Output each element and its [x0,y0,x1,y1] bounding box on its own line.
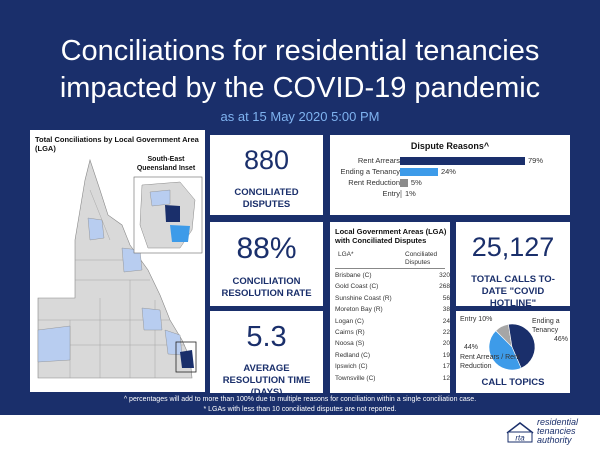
count-col-header[interactable]: Conciliated Disputes [405,251,438,266]
queensland-map[interactable] [30,130,205,392]
lga-central-region [141,307,163,331]
lga-header-divider [335,268,445,269]
dispute-reason-pct: 79% [528,156,544,165]
kpi-conciliated-card: 880 CONCILIATED DISPUTES [210,135,323,215]
call-topics-pie[interactable] [456,311,570,393]
lga-name: Noosa (S) [335,340,365,348]
lga-cairns [87,217,105,241]
table-row: Redland (C) 19 [335,352,450,363]
lga-table-title: Local Government Areas (LGA) with Concil… [335,227,447,245]
pie-label-entry: Entry 10% [460,316,493,323]
table-row: Brisbane (C) 320 [335,272,450,283]
dispute-reason-row[interactable]: Rent Arrears 79% [330,156,570,165]
lga-count: 20 [442,340,450,348]
as-at-timestamp: as at 15 May 2020 5:00 PM [220,109,380,124]
kpi-calls-card: 25,127 TOTAL CALLS TO-DATE "COVID HOTLIN… [456,222,570,309]
lga-table-card[interactable]: Local Government Areas (LGA) with Concil… [330,222,450,393]
rta-logo-icon: rta [506,422,534,443]
kpi-calls-label: TOTAL CALLS TO-DATE "COVID HOTLINE" [471,274,555,309]
lga-southeast-region [164,329,183,356]
dispute-reason-pct: 1% [405,189,416,198]
table-row: Townsville (C) 12 [335,375,450,386]
kpi-avgtime-card: 5.3 AVERAGE RESOLUTION TIME (DAYS) [210,311,323,398]
table-row: Moreton Bay (R) 38 [335,306,450,317]
call-topics-title: CALL TOPICS [481,377,545,388]
kpi-conciliated-label: CONCILIATED DISPUTES [234,187,299,210]
inset-goldcoast [170,225,190,242]
dispute-reason-row[interactable]: Rent Reduction 5% [330,178,570,187]
dispute-reasons-card[interactable]: Dispute Reasons^ Rent Arrears 79% Ending a… [330,135,570,215]
seq-marker [175,341,197,373]
dispute-reason-pct: 24% [440,167,456,176]
dashboard-panel: Conciliations for residential tenancies … [0,0,600,415]
seq-fill [180,350,194,368]
inset-moreton [149,189,171,207]
table-row: Noosa (S) 20 [335,340,450,351]
kpi-resolution-label: CONCILIATION RESOLUTION RATE [221,276,312,299]
kpi-calls-value: 25,127 [471,232,555,262]
dispute-reason-pct: 5% [410,178,422,187]
page-title-line1: Conciliations for residential tenancies [60,35,540,67]
table-row: Sunshine Coast (R) 56 [335,295,450,306]
lga-name: Moreton Bay (R) [335,306,383,314]
lga-col-header[interactable]: LGA* [338,251,354,258]
pie-label-ending: Ending a Tenancy 46% [532,318,568,343]
lga-count: 22 [442,328,450,336]
lga-count: 268 [439,283,450,291]
lga-west-region [37,325,71,363]
kpi-conciliated-value: 880 [243,145,290,175]
lga-name: Sunshine Coast (R) [335,294,392,302]
lga-name: Logan (C) [335,317,364,325]
dispute-reason-label: Ending a Tenancy [340,167,401,176]
lga-name: Brisbane (C) [335,272,372,279]
pie-label-arrears: Rent Arrears / Rent Reduction [460,354,520,370]
lga-map-card[interactable]: Total Conciliations by Local Government … [30,130,205,392]
lga-count: 38 [442,306,450,314]
lga-count: 24 [442,317,450,325]
lga-name: Redland (C) [335,351,371,359]
dispute-reason-label: Rent Arrears [357,156,400,165]
lga-table-body: Brisbane (C) 320 Gold Coast (C) 268 Sunshine… [335,272,450,386]
table-row: Cairns (R) 22 [335,329,450,340]
inset-label: South-East Queensland Inset [136,156,196,172]
lga-count: 56 [442,294,450,302]
dispute-reasons-chart[interactable]: Rent Arrears 79% Ending a Tenancy 24% Rent R… [330,156,570,213]
rta-logo-text: residential tenancies authority [537,417,579,445]
table-row: Logan (C) 24 [335,318,450,329]
lga-name: Townsville (C) [335,374,376,382]
map-title: Total Conciliations by Local Government … [35,135,199,153]
dispute-reason-bar[interactable] [400,190,402,198]
dispute-reasons-title: Dispute Reasons^ [410,141,490,151]
dispute-reason-bar[interactable] [400,179,408,187]
kpi-avgtime-value: 5.3 [246,321,287,353]
kpi-resolution-value: 88% [236,232,297,265]
footnote-1: ^ percentages will add to more than 100%… [123,396,477,403]
lga-name: Cairns (R) [335,328,365,336]
dispute-reason-label: Entry [382,189,400,198]
rta-logo-mark: rta [515,434,525,443]
table-row: Gold Coast (C) 268 [335,283,450,294]
pie-slice[interactable] [508,323,536,369]
table-row: Ipswich (C) 17 [335,363,450,374]
dispute-reason-label: Rent Reduction [348,178,400,187]
lga-count: 320 [439,272,450,279]
dispute-reason-bar[interactable] [400,157,525,165]
footnote-2: * LGAs with less than 10 conciliated dis… [203,406,397,413]
dispute-reason-bar[interactable] [400,168,438,176]
lga-count: 12 [442,374,450,382]
lga-name: Gold Coast (C) [335,283,379,291]
kpi-resolution-card: 88% CONCILIATION RESOLUTION RATE [210,222,323,306]
call-topics-card[interactable]: Entry 10% Ending a Tenancy 46% 44% Rent A… [456,311,570,393]
lga-name: Ipswich (C) [335,363,368,371]
dispute-reason-row[interactable]: Ending a Tenancy 24% [330,167,570,176]
lga-count: 17 [442,363,450,371]
page-title-line2: impacted by the COVID-19 pandemic [59,72,541,104]
inset-brisbane [165,205,180,222]
dispute-reason-row[interactable]: Entry 1% [330,189,570,198]
pie-label-arrears-pct: 44% [464,344,479,351]
pie-slice[interactable] [488,330,522,371]
kpi-avgtime-label: AVERAGE RESOLUTION TIME (DAYS) [222,363,311,398]
lga-count: 19 [442,351,450,359]
